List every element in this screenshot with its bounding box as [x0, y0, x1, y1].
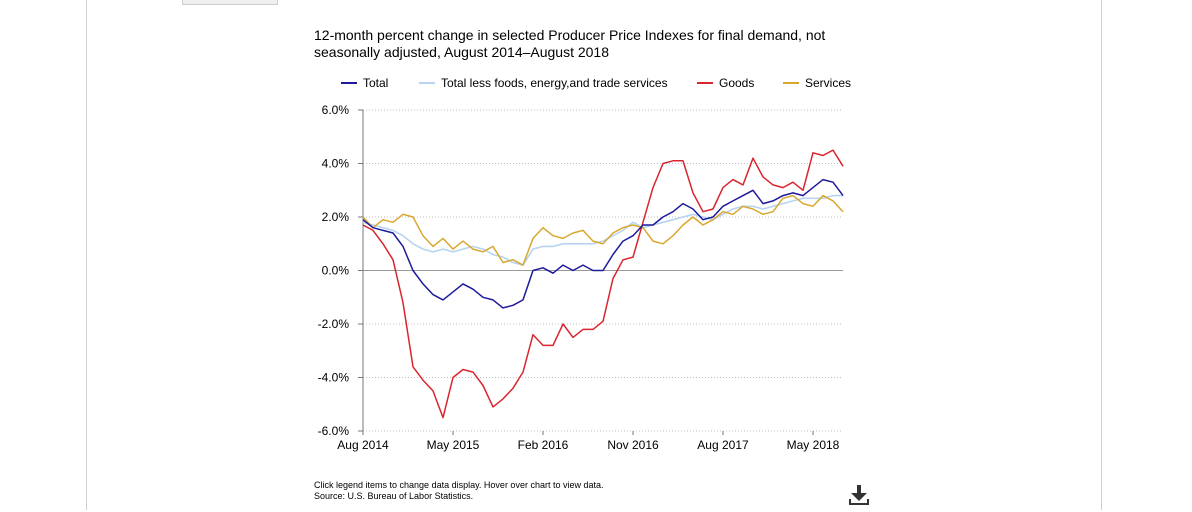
y-tick-label: 4.0% [322, 157, 350, 171]
download-button[interactable] [846, 483, 872, 507]
download-icon [849, 485, 869, 505]
series-line-services[interactable] [362, 194, 844, 266]
x-tick-label: Feb 2016 [518, 438, 569, 452]
x-tick-label: Aug 2014 [337, 438, 389, 452]
page-frame-left [86, 0, 87, 510]
legend-item-core[interactable]: Total less foods, energy,and trade servi… [419, 76, 668, 90]
legend-swatch-total [341, 82, 357, 84]
y-tick-label: -4.0% [318, 371, 350, 385]
series-line-core[interactable] [362, 194, 843, 266]
legend-label-goods: Goods [719, 76, 755, 90]
legend-swatch-goods [697, 82, 713, 84]
x-tick-label: May 2018 [787, 438, 840, 452]
legend-label-total: Total [363, 76, 389, 90]
legend-item-services[interactable]: Services [783, 76, 851, 90]
x-tick-label: Aug 2017 [697, 438, 749, 452]
y-tick-label: -2.0% [318, 317, 350, 331]
chart-footnote: Click legend items to change data displa… [314, 480, 603, 502]
legend-item-total[interactable]: Total [341, 76, 388, 90]
legend-label-services: Services [805, 76, 852, 90]
tab-stub [182, 0, 278, 5]
x-tick-label: Nov 2016 [607, 438, 659, 452]
page-frame-right [1101, 0, 1102, 510]
legend-swatch-services [783, 82, 799, 84]
chart-title: 12-month percent change in selected Prod… [314, 27, 826, 60]
y-tick-label: -6.0% [318, 424, 350, 438]
y-tick-label: 0.0% [322, 264, 350, 278]
chart-legend: Total Total less foods, energy,and trade… [0, 76, 1192, 94]
footnote-hint: Click legend items to change data displa… [314, 480, 604, 490]
y-tick-label: 6.0% [322, 103, 350, 117]
legend-item-goods[interactable]: Goods [697, 76, 754, 90]
series-line-total[interactable] [362, 178, 844, 309]
y-tick-label: 2.0% [322, 210, 350, 224]
legend-swatch-core [419, 82, 435, 84]
x-tick-label: May 2015 [427, 438, 480, 452]
footnote-source: Source: U.S. Bureau of Labor Statistics. [314, 491, 474, 501]
series-line-goods[interactable] [362, 149, 844, 419]
legend-label-core: Total less foods, energy,and trade servi… [441, 76, 668, 90]
